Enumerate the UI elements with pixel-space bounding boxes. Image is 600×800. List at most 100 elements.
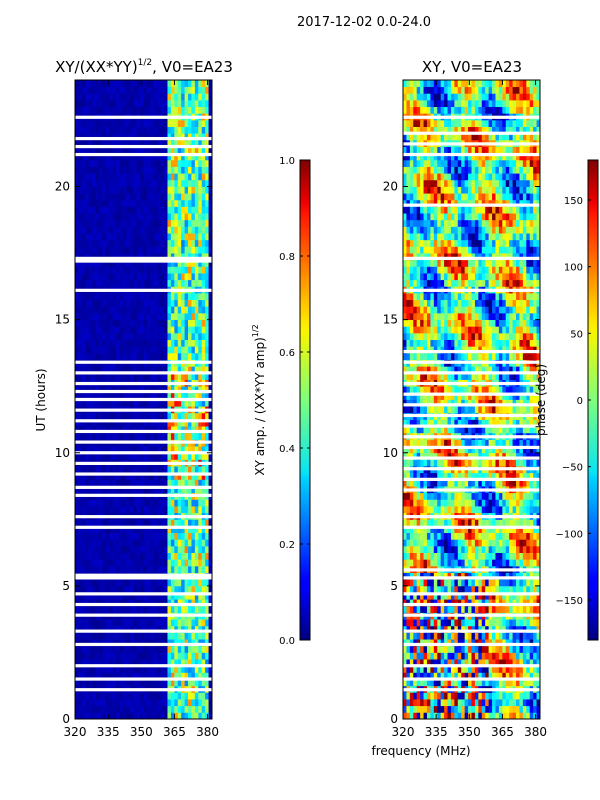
left-heatmap-cell: [201, 106, 206, 114]
left-heatmap-cell: [174, 712, 179, 720]
right-heatmap-cell: [492, 672, 496, 680]
right-heatmap-cell: [522, 705, 527, 713]
right-heatmap-cell: [447, 605, 452, 613]
left-heatmap-cell: [98, 705, 103, 713]
right-heatmap-cell: [481, 665, 486, 673]
right-heatmap-cell: [423, 705, 428, 713]
right-heatmap-cell: [488, 692, 493, 700]
right-heatmap-cell: [478, 699, 483, 707]
left-heatmap-cell: [143, 632, 148, 640]
left-heatmap-cell: [143, 193, 148, 201]
right-heatmap-cell: [413, 632, 418, 640]
right-heatmap-cell: [512, 665, 517, 673]
left-heatmap-cell: [164, 366, 168, 374]
left-heatmap-cell: [167, 99, 172, 108]
left-heatmap-cell: [157, 246, 162, 254]
left-heatmap-cell: [170, 605, 175, 613]
left-heatmap-cell: [92, 659, 96, 667]
left-heatmap-cell: [140, 565, 144, 573]
left-heatmap-cell: [78, 645, 83, 653]
left-heatmap-cell: [88, 712, 93, 720]
left-heatmap-cell: [181, 399, 185, 407]
right-heatmap-cell: [423, 545, 428, 553]
left-heatmap-cell: [170, 599, 175, 607]
left-heatmap-cell: [191, 366, 196, 374]
left-heatmap-cell: [112, 372, 117, 380]
left-heatmap-cell: [157, 106, 162, 114]
left-heatmap-cell: [181, 326, 185, 334]
right-heatmap-cell: [516, 679, 520, 687]
left-heatmap-cell: [98, 86, 103, 94]
right-heatmap-cell: [440, 539, 445, 547]
right-heatmap-cell: [457, 652, 462, 660]
left-heatmap-cell: [194, 679, 199, 687]
left-heatmap-cell: [191, 253, 196, 261]
left-heatmap-cell: [98, 619, 103, 627]
left-heatmap-cell: [81, 306, 86, 314]
right-heatmap-cell: [498, 545, 503, 553]
left-heatmap-cell: [112, 705, 117, 713]
left-heatmap-cell: [160, 632, 165, 640]
left-heatmap-cell: [95, 392, 100, 400]
left-heatmap-cell: [95, 472, 100, 480]
left-heatmap-cell: [191, 239, 196, 247]
left-heatmap-cell: [129, 506, 134, 514]
left-heatmap-cell: [184, 472, 189, 480]
right-heatmap-cell: [474, 632, 479, 640]
left-heatmap-cell: [140, 80, 144, 88]
left-heatmap-cell: [81, 399, 86, 407]
left-heatmap-cell: [133, 133, 138, 141]
left-heatmap-cell: [174, 266, 179, 274]
left-heatmap-cell: [184, 346, 189, 354]
left-heatmap-cell: [109, 279, 114, 287]
right-heatmap-cell: [420, 699, 424, 707]
left-heatmap-cell: [188, 219, 192, 227]
left-heatmap-cell: [177, 665, 182, 673]
left-heatmap-cell: [140, 119, 144, 127]
left-heatmap-cell: [119, 565, 124, 573]
right-heatmap-cell: [450, 625, 455, 633]
left-heatmap-cell: [85, 106, 90, 114]
left-heatmap-cell: [122, 699, 127, 707]
right-heatmap-cell: [426, 665, 431, 673]
left-heatmap-cell: [191, 386, 196, 394]
left-heatmap-cell: [184, 326, 189, 334]
left-heatmap-cell: [194, 452, 199, 460]
left-heatmap-cell: [181, 332, 185, 340]
left-heatmap-cell: [191, 565, 196, 573]
left-heatmap-cell: [78, 253, 83, 261]
right-heatmap-cell: [488, 625, 493, 633]
left-heatmap-cell: [177, 532, 182, 540]
left-heatmap-cell: [153, 432, 158, 440]
left-heatmap-cell: [153, 253, 158, 261]
left-heatmap-cell: [92, 619, 96, 627]
left-heatmap-cell: [188, 592, 192, 600]
left-heatmap-cell: [198, 699, 203, 707]
left-heatmap-cell: [129, 519, 134, 527]
left-heatmap-cell: [146, 206, 151, 214]
left-heatmap-cell: [119, 346, 124, 354]
left-heatmap-cell: [133, 319, 138, 327]
left-heatmap-cell: [184, 399, 189, 407]
left-heatmap-cell: [146, 399, 151, 407]
left-heatmap-cell: [116, 619, 120, 627]
left-heatmap-cell: [126, 146, 131, 154]
left-heatmap-cell: [174, 472, 179, 480]
left-heatmap-cell: [143, 219, 148, 227]
right-heatmap-cell: [519, 652, 524, 660]
left-heatmap-cell: [174, 432, 179, 440]
left-heatmap-cell: [191, 199, 196, 207]
left-heatmap-cell: [157, 293, 162, 301]
left-heatmap-cell: [191, 339, 196, 347]
left-heatmap-cell: [126, 579, 131, 587]
left-heatmap-cell: [136, 239, 141, 247]
right-heatmap-cell: [433, 625, 438, 633]
left-heatmap-cell: [78, 199, 83, 207]
right-heatmap-cell: [471, 659, 476, 667]
left-heatmap-cell: [150, 545, 155, 553]
left-heatmap-cell: [81, 326, 86, 334]
left-heatmap-cell: [78, 419, 83, 427]
left-heatmap-cell: [98, 279, 103, 287]
left-heatmap-cell: [102, 545, 107, 553]
left-heatmap-cell: [181, 452, 185, 460]
